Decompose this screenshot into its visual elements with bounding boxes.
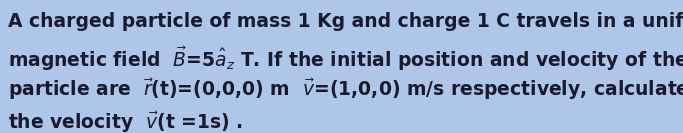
- Text: particle are  $\vec{r}$(t)=(0,0,0) m  $\vec{v}$=(1,0,0) m/s respectively, calcul: particle are $\vec{r}$(t)=(0,0,0) m $\ve…: [8, 77, 683, 102]
- Text: the velocity  $\vec{v}$(t =1s) .: the velocity $\vec{v}$(t =1s) .: [8, 110, 243, 133]
- Text: A charged particle of mass 1 Kg and charge 1 C travels in a uniform: A charged particle of mass 1 Kg and char…: [8, 12, 683, 31]
- Text: magnetic field  $\vec{B}$=5$\hat{a}_z$ T. If the initial position and velocity o: magnetic field $\vec{B}$=5$\hat{a}_z$ T.…: [8, 45, 683, 73]
